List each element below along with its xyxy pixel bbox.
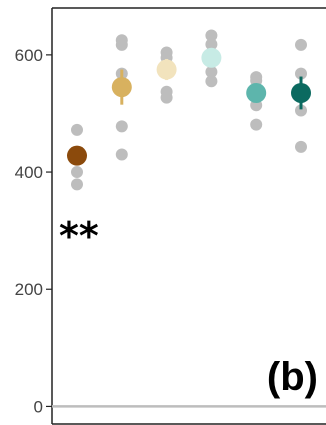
data-point <box>205 38 218 51</box>
group-mean-point <box>111 77 132 98</box>
data-point <box>295 67 307 80</box>
group-mean-point <box>201 47 222 68</box>
axis-layer: 0 200 400 600 <box>15 7 326 425</box>
data-point <box>115 120 128 133</box>
data-point <box>71 178 83 191</box>
data-point <box>205 75 218 88</box>
data-point <box>160 91 173 104</box>
group-mean-point <box>156 59 177 80</box>
y-tick-label: 200 <box>15 280 43 299</box>
means-layer <box>67 47 311 166</box>
y-tick-label: 0 <box>34 397 43 416</box>
y-tick-label: 600 <box>15 46 43 65</box>
points-layer <box>71 29 307 191</box>
data-point <box>71 123 83 136</box>
y-tick-label: 400 <box>15 163 43 182</box>
data-point <box>250 118 263 131</box>
significance-label: ** <box>59 214 99 258</box>
data-point <box>205 29 218 42</box>
panel-label: (b) <box>267 355 318 399</box>
data-point <box>295 38 307 51</box>
data-point <box>295 140 307 153</box>
data-point <box>295 104 307 117</box>
data-point <box>115 38 128 51</box>
group-mean-point <box>246 82 267 103</box>
data-point <box>205 65 218 78</box>
data-point <box>71 166 83 179</box>
data-point <box>115 148 128 161</box>
annotation-layer: ** (b) <box>59 214 318 399</box>
group-mean-point <box>67 145 87 166</box>
group-mean-point <box>291 82 311 103</box>
